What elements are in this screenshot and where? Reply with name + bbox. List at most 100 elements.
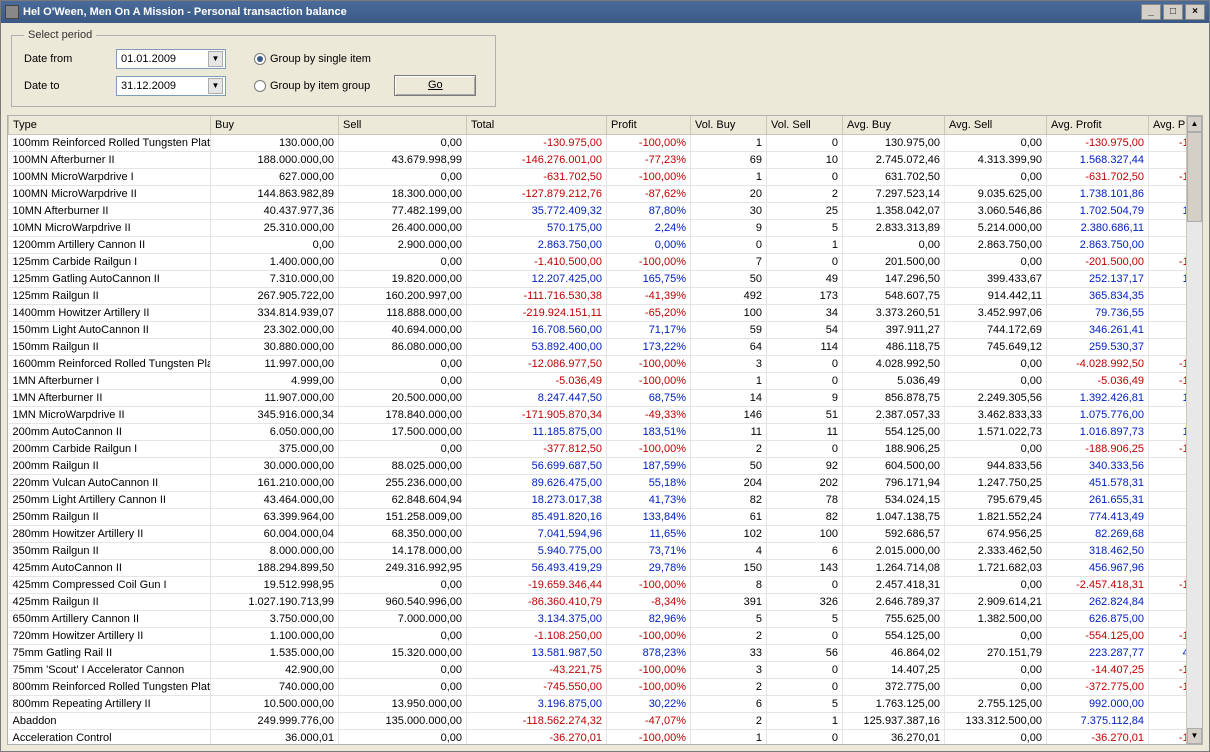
table-row[interactable]: 250mm Railgun II63.399.964,00151.258.009… — [9, 508, 1187, 525]
table-row[interactable]: 100MN MicroWarpdrive I627.000,000,00-631… — [9, 168, 1187, 185]
table-row[interactable]: 200mm Carbide Railgun I375.000,000,00-37… — [9, 440, 1187, 457]
vertical-scrollbar[interactable]: ▲ ▼ — [1186, 116, 1202, 744]
table-row[interactable]: 220mm Vulcan AutoCannon II161.210.000,00… — [9, 474, 1187, 491]
table-row[interactable]: 100MN Afterburner II188.000.000,0043.679… — [9, 151, 1187, 168]
cell-avgprofit: 456.967,96 — [1047, 559, 1149, 576]
table-row[interactable]: 125mm Railgun II267.905.722,00160.200.99… — [9, 287, 1187, 304]
table-row[interactable]: 1MN Afterburner II11.907.000,0020.500.00… — [9, 389, 1187, 406]
cell-avgprofitpct: 73,96% — [1149, 508, 1187, 525]
table-row[interactable]: 425mm Railgun II1.027.190.713,99960.540.… — [9, 593, 1187, 610]
column-header-profit[interactable]: Profit — [607, 116, 691, 134]
date-from-label: Date from — [24, 53, 116, 65]
cell-avgsell: 0,00 — [945, 627, 1047, 644]
cell-avgprofit: 1.392.426,81 — [1047, 389, 1149, 406]
table-row[interactable]: 125mm Carbide Railgun I1.400.000,000,00-… — [9, 253, 1187, 270]
table-row[interactable]: 1600mm Reinforced Rolled Tungsten Plat11… — [9, 355, 1187, 372]
cell-buy: 30.000.000,00 — [211, 457, 339, 474]
cell-avgsell: 0,00 — [945, 576, 1047, 593]
table-row[interactable]: 75mm 'Scout' I Accelerator Cannon42.900,… — [9, 661, 1187, 678]
group-single-radio[interactable]: Group by single item — [254, 53, 371, 65]
table-row[interactable]: 150mm Light AutoCannon II23.302.000,0040… — [9, 321, 1187, 338]
cell-volbuy: 1 — [691, 134, 767, 151]
cell-avgprofitpct: 23,82% — [1149, 185, 1187, 202]
chevron-down-icon[interactable]: ▼ — [208, 51, 223, 67]
table-row[interactable]: Abaddon249.999.776,00135.000.000,00-118.… — [9, 712, 1187, 729]
scroll-track[interactable] — [1187, 222, 1202, 728]
table-row[interactable]: 150mm Railgun II30.880.000,0086.080.000,… — [9, 338, 1187, 355]
table-row[interactable]: 10MN MicroWarpdrive II25.310.000,0026.40… — [9, 219, 1187, 236]
chevron-down-icon[interactable]: ▼ — [208, 78, 223, 94]
table-row[interactable]: 125mm Gatling AutoCannon II7.310.000,001… — [9, 270, 1187, 287]
table-row[interactable]: 800mm Reinforced Rolled Tungsten Plate74… — [9, 678, 1187, 695]
table-row[interactable]: 650mm Artillery Cannon II3.750.000,007.0… — [9, 610, 1187, 627]
date-from-input[interactable]: 01.01.2009 ▼ — [116, 49, 226, 69]
column-header-avgprofit[interactable]: Avg. Profit — [1047, 116, 1149, 134]
table-row[interactable]: 425mm AutoCannon II188.294.899,50249.316… — [9, 559, 1187, 576]
column-header-total[interactable]: Total — [467, 116, 607, 134]
group-group-radio[interactable]: Group by item group — [254, 80, 370, 92]
table-row[interactable]: 800mm Repeating Artillery II10.500.000,0… — [9, 695, 1187, 712]
date-to-input[interactable]: 31.12.2009 ▼ — [116, 76, 226, 96]
cell-avgprofit: 346.261,41 — [1047, 321, 1149, 338]
column-header-type[interactable]: Type — [9, 116, 211, 134]
cell-type: 100MN Afterburner II — [9, 151, 211, 168]
cell-volbuy: 204 — [691, 474, 767, 491]
table-row[interactable]: 250mm Light Artillery Cannon II43.464.00… — [9, 491, 1187, 508]
cell-total: -86.360.410,79 — [467, 593, 607, 610]
cell-avgsell: 0,00 — [945, 729, 1047, 744]
column-header-volsell[interactable]: Vol. Sell — [767, 116, 843, 134]
table-row[interactable]: 200mm AutoCannon II6.050.000,0017.500.00… — [9, 423, 1187, 440]
date-to-value: 31.12.2009 — [121, 80, 176, 92]
cell-avgprofit: 252.137,17 — [1047, 270, 1149, 287]
go-button[interactable]: Go — [394, 75, 476, 96]
cell-type: 100MN MicroWarpdrive I — [9, 168, 211, 185]
scroll-down-button[interactable]: ▼ — [1187, 728, 1202, 744]
cell-sell: 960.540.996,00 — [339, 593, 467, 610]
date-to-label: Date to — [24, 80, 116, 92]
column-header-volbuy[interactable]: Vol. Buy — [691, 116, 767, 134]
column-header-avgbuy[interactable]: Avg. Buy — [843, 116, 945, 134]
table-row[interactable]: 75mm Gatling Rail II1.535.000,0015.320.0… — [9, 644, 1187, 661]
cell-buy: 6.050.000,00 — [211, 423, 339, 440]
cell-volsell: 173 — [767, 287, 843, 304]
cell-volsell: 202 — [767, 474, 843, 491]
table-row[interactable]: Acceleration Control36.000,010,00-36.270… — [9, 729, 1187, 744]
cell-type: 75mm 'Scout' I Accelerator Cannon — [9, 661, 211, 678]
table-row[interactable]: 425mm Compressed Coil Gun I19.512.998,95… — [9, 576, 1187, 593]
table-row[interactable]: 10MN Afterburner II40.437.977,3677.482.1… — [9, 202, 1187, 219]
table-row[interactable]: 200mm Railgun II30.000.000,0088.025.000,… — [9, 457, 1187, 474]
table-row[interactable]: 100mm Reinforced Rolled Tungsten Plate13… — [9, 134, 1187, 151]
cell-avgsell: 0,00 — [945, 661, 1047, 678]
cell-volbuy: 2 — [691, 678, 767, 695]
cell-avgprofit: 79.736,55 — [1047, 304, 1149, 321]
table-row[interactable]: 1MN Afterburner I4.999,000,00-5.036,49-1… — [9, 372, 1187, 389]
cell-buy: 1.027.190.713,99 — [211, 593, 339, 610]
table-row[interactable]: 100MN MicroWarpdrive II144.863.982,8918.… — [9, 185, 1187, 202]
cell-buy: 740.000,00 — [211, 678, 339, 695]
table-row[interactable]: 1MN MicroWarpdrive II345.916.000,34178.8… — [9, 406, 1187, 423]
cell-sell: 86.080.000,00 — [339, 338, 467, 355]
cell-volsell: 25 — [767, 202, 843, 219]
table-row[interactable]: 1400mm Howitzer Artillery II334.814.939,… — [9, 304, 1187, 321]
cell-avgprofit: -201.500,00 — [1047, 253, 1149, 270]
table-row[interactable]: 280mm Howitzer Artillery II60.004.000,04… — [9, 525, 1187, 542]
cell-buy: 375.000,00 — [211, 440, 339, 457]
column-header-sell[interactable]: Sell — [339, 116, 467, 134]
maximize-button[interactable]: □ — [1163, 4, 1183, 20]
cell-sell: 88.025.000,00 — [339, 457, 467, 474]
scroll-up-button[interactable]: ▲ — [1187, 116, 1202, 132]
cell-buy: 1.535.000,00 — [211, 644, 339, 661]
column-header-avgprofitpct[interactable]: Avg. Profit % — [1149, 116, 1187, 134]
minimize-button[interactable]: _ — [1141, 4, 1161, 20]
scroll-thumb[interactable] — [1187, 132, 1202, 222]
cell-total: 18.273.017,38 — [467, 491, 607, 508]
cell-avgprofitpct: 56,30% — [1149, 457, 1187, 474]
table-row[interactable]: 350mm Railgun II8.000.000,0014.178.000,0… — [9, 542, 1187, 559]
column-header-avgsell[interactable]: Avg. Sell — [945, 116, 1047, 134]
table-row[interactable]: 720mm Howitzer Artillery II1.100.000,000… — [9, 627, 1187, 644]
column-header-buy[interactable]: Buy — [211, 116, 339, 134]
close-button[interactable]: × — [1185, 4, 1205, 20]
cell-volsell: 56 — [767, 644, 843, 661]
table-row[interactable]: 1200mm Artillery Cannon II0,002.900.000,… — [9, 236, 1187, 253]
cell-avgprofitpct: 9,93% — [1149, 593, 1187, 610]
